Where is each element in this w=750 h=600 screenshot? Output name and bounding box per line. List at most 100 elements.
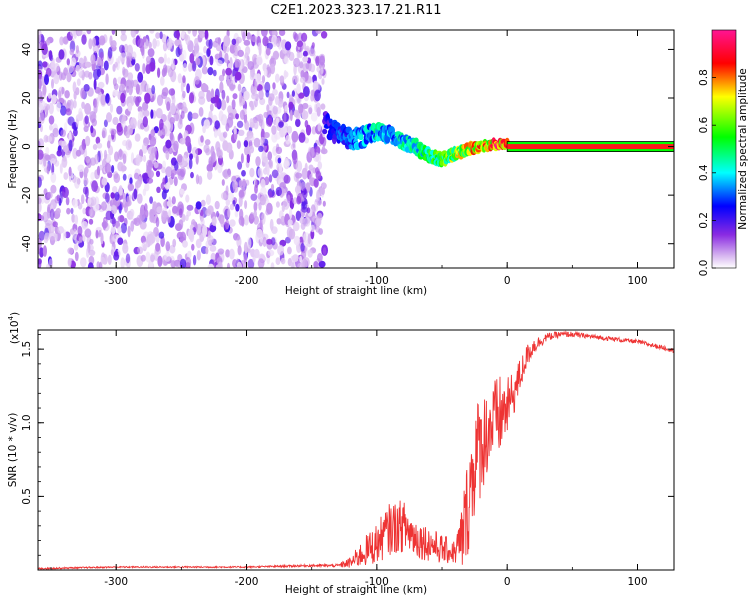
noise-blob bbox=[253, 201, 258, 212]
noise-blob bbox=[295, 118, 301, 128]
noise-blob bbox=[144, 183, 150, 192]
noise-blob bbox=[247, 135, 255, 142]
noise-blob bbox=[68, 139, 73, 152]
noise-blob bbox=[283, 174, 291, 184]
noise-blob bbox=[249, 212, 254, 220]
noise-blob bbox=[95, 97, 99, 109]
noise-blob bbox=[258, 202, 262, 211]
noise-blob bbox=[157, 255, 163, 267]
noise-blob bbox=[227, 208, 231, 218]
noise-blob bbox=[268, 115, 273, 127]
noise-blob bbox=[322, 200, 326, 207]
noise-blob bbox=[72, 81, 77, 93]
noise-blob bbox=[180, 81, 184, 93]
noise-blob bbox=[317, 122, 322, 132]
noise-blob bbox=[50, 158, 56, 165]
snr-y-multiplier-exp: 4 bbox=[7, 315, 15, 320]
noise-blob bbox=[56, 150, 62, 157]
noise-blob bbox=[235, 113, 240, 120]
noise-blob bbox=[313, 261, 319, 268]
noise-blob bbox=[182, 90, 186, 99]
noise-blob bbox=[77, 202, 83, 210]
noise-blob bbox=[110, 128, 117, 136]
noise-blob bbox=[221, 89, 226, 100]
noise-blob bbox=[191, 112, 199, 120]
noise-blob bbox=[81, 34, 87, 45]
noise-blob bbox=[119, 188, 124, 196]
noise-blob bbox=[117, 215, 125, 223]
noise-blob bbox=[67, 247, 74, 255]
noise-blob bbox=[160, 76, 165, 86]
noise-blob bbox=[127, 72, 134, 81]
noise-blob bbox=[205, 246, 209, 255]
noise-blob bbox=[94, 86, 101, 94]
noise-blob bbox=[314, 218, 322, 227]
noise-blob bbox=[207, 205, 214, 215]
noise-blob bbox=[284, 105, 289, 112]
noise-blob bbox=[275, 73, 280, 83]
noise-blob bbox=[93, 78, 97, 90]
noise-blob bbox=[122, 66, 126, 76]
noise-blob bbox=[116, 105, 123, 115]
noise-blob bbox=[117, 226, 122, 234]
noise-blob bbox=[261, 30, 268, 37]
noise-blob bbox=[84, 61, 92, 68]
noise-blob bbox=[54, 231, 58, 242]
noise-blob bbox=[195, 57, 201, 66]
noise-blob bbox=[217, 128, 221, 137]
noise-blob bbox=[179, 137, 186, 145]
noise-blob bbox=[91, 180, 98, 192]
noise-blob bbox=[278, 121, 284, 128]
noise-blob bbox=[84, 70, 90, 78]
noise-blob bbox=[38, 230, 45, 241]
noise-blob bbox=[88, 218, 94, 225]
noise-blob bbox=[207, 170, 213, 180]
colorbar: 0.0 0.2 0.4 0.6 0.8 Normalized spectral ampl… bbox=[698, 29, 749, 276]
noise-blob bbox=[201, 82, 208, 93]
noise-blob bbox=[269, 218, 274, 231]
noise-blob bbox=[318, 228, 323, 235]
noise-blob bbox=[236, 120, 244, 128]
noise-blob bbox=[119, 44, 125, 54]
noise-blob bbox=[260, 178, 266, 189]
noise-blob bbox=[42, 211, 49, 223]
noise-blob bbox=[234, 71, 242, 81]
noise-blob bbox=[63, 172, 69, 180]
noise-blob bbox=[279, 171, 284, 179]
noise-blob bbox=[237, 83, 242, 92]
noise-blob bbox=[90, 54, 96, 65]
noise-blob bbox=[131, 51, 137, 60]
noise-blob bbox=[101, 177, 108, 186]
noise-blob bbox=[169, 131, 174, 141]
noise-blob bbox=[64, 90, 70, 99]
noise-blob bbox=[232, 93, 238, 100]
noise-blob bbox=[292, 221, 300, 232]
noise-blob bbox=[190, 171, 194, 179]
noise-blob bbox=[195, 201, 202, 210]
noise-blob bbox=[227, 105, 233, 114]
noise-blob bbox=[298, 103, 304, 114]
noise-blob bbox=[87, 197, 92, 206]
noise-blob bbox=[301, 110, 309, 120]
noise-blob bbox=[149, 30, 155, 34]
noise-blob bbox=[87, 262, 94, 268]
noise-blob bbox=[42, 84, 47, 96]
noise-blob bbox=[315, 30, 322, 34]
noise-blob bbox=[83, 84, 90, 92]
noise-blob bbox=[77, 225, 83, 236]
noise-blob bbox=[253, 210, 257, 219]
noise-blob bbox=[150, 254, 155, 263]
y-tick-label: 0 bbox=[21, 143, 33, 150]
noise-blob bbox=[210, 88, 214, 98]
noise-blob bbox=[184, 257, 192, 268]
noise-blob bbox=[148, 41, 152, 49]
noise-blob bbox=[192, 60, 197, 72]
noise-blob bbox=[298, 92, 305, 99]
noise-blob bbox=[272, 105, 278, 115]
noise-blob bbox=[296, 40, 304, 48]
noise-blob bbox=[187, 228, 195, 240]
noise-blob bbox=[295, 210, 302, 221]
noise-blob bbox=[76, 78, 81, 86]
noise-blob bbox=[89, 238, 94, 245]
noise-blob bbox=[321, 78, 325, 85]
